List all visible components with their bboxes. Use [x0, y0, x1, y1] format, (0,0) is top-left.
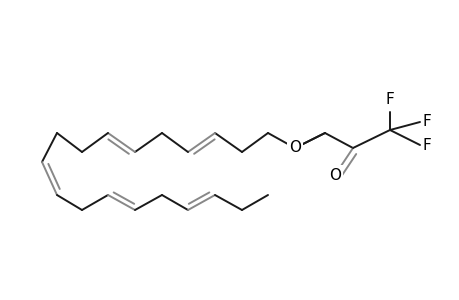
Text: O: O — [288, 140, 300, 155]
Text: F: F — [422, 115, 431, 130]
Text: F: F — [385, 92, 393, 107]
Text: F: F — [422, 137, 431, 152]
Text: O: O — [328, 167, 340, 182]
